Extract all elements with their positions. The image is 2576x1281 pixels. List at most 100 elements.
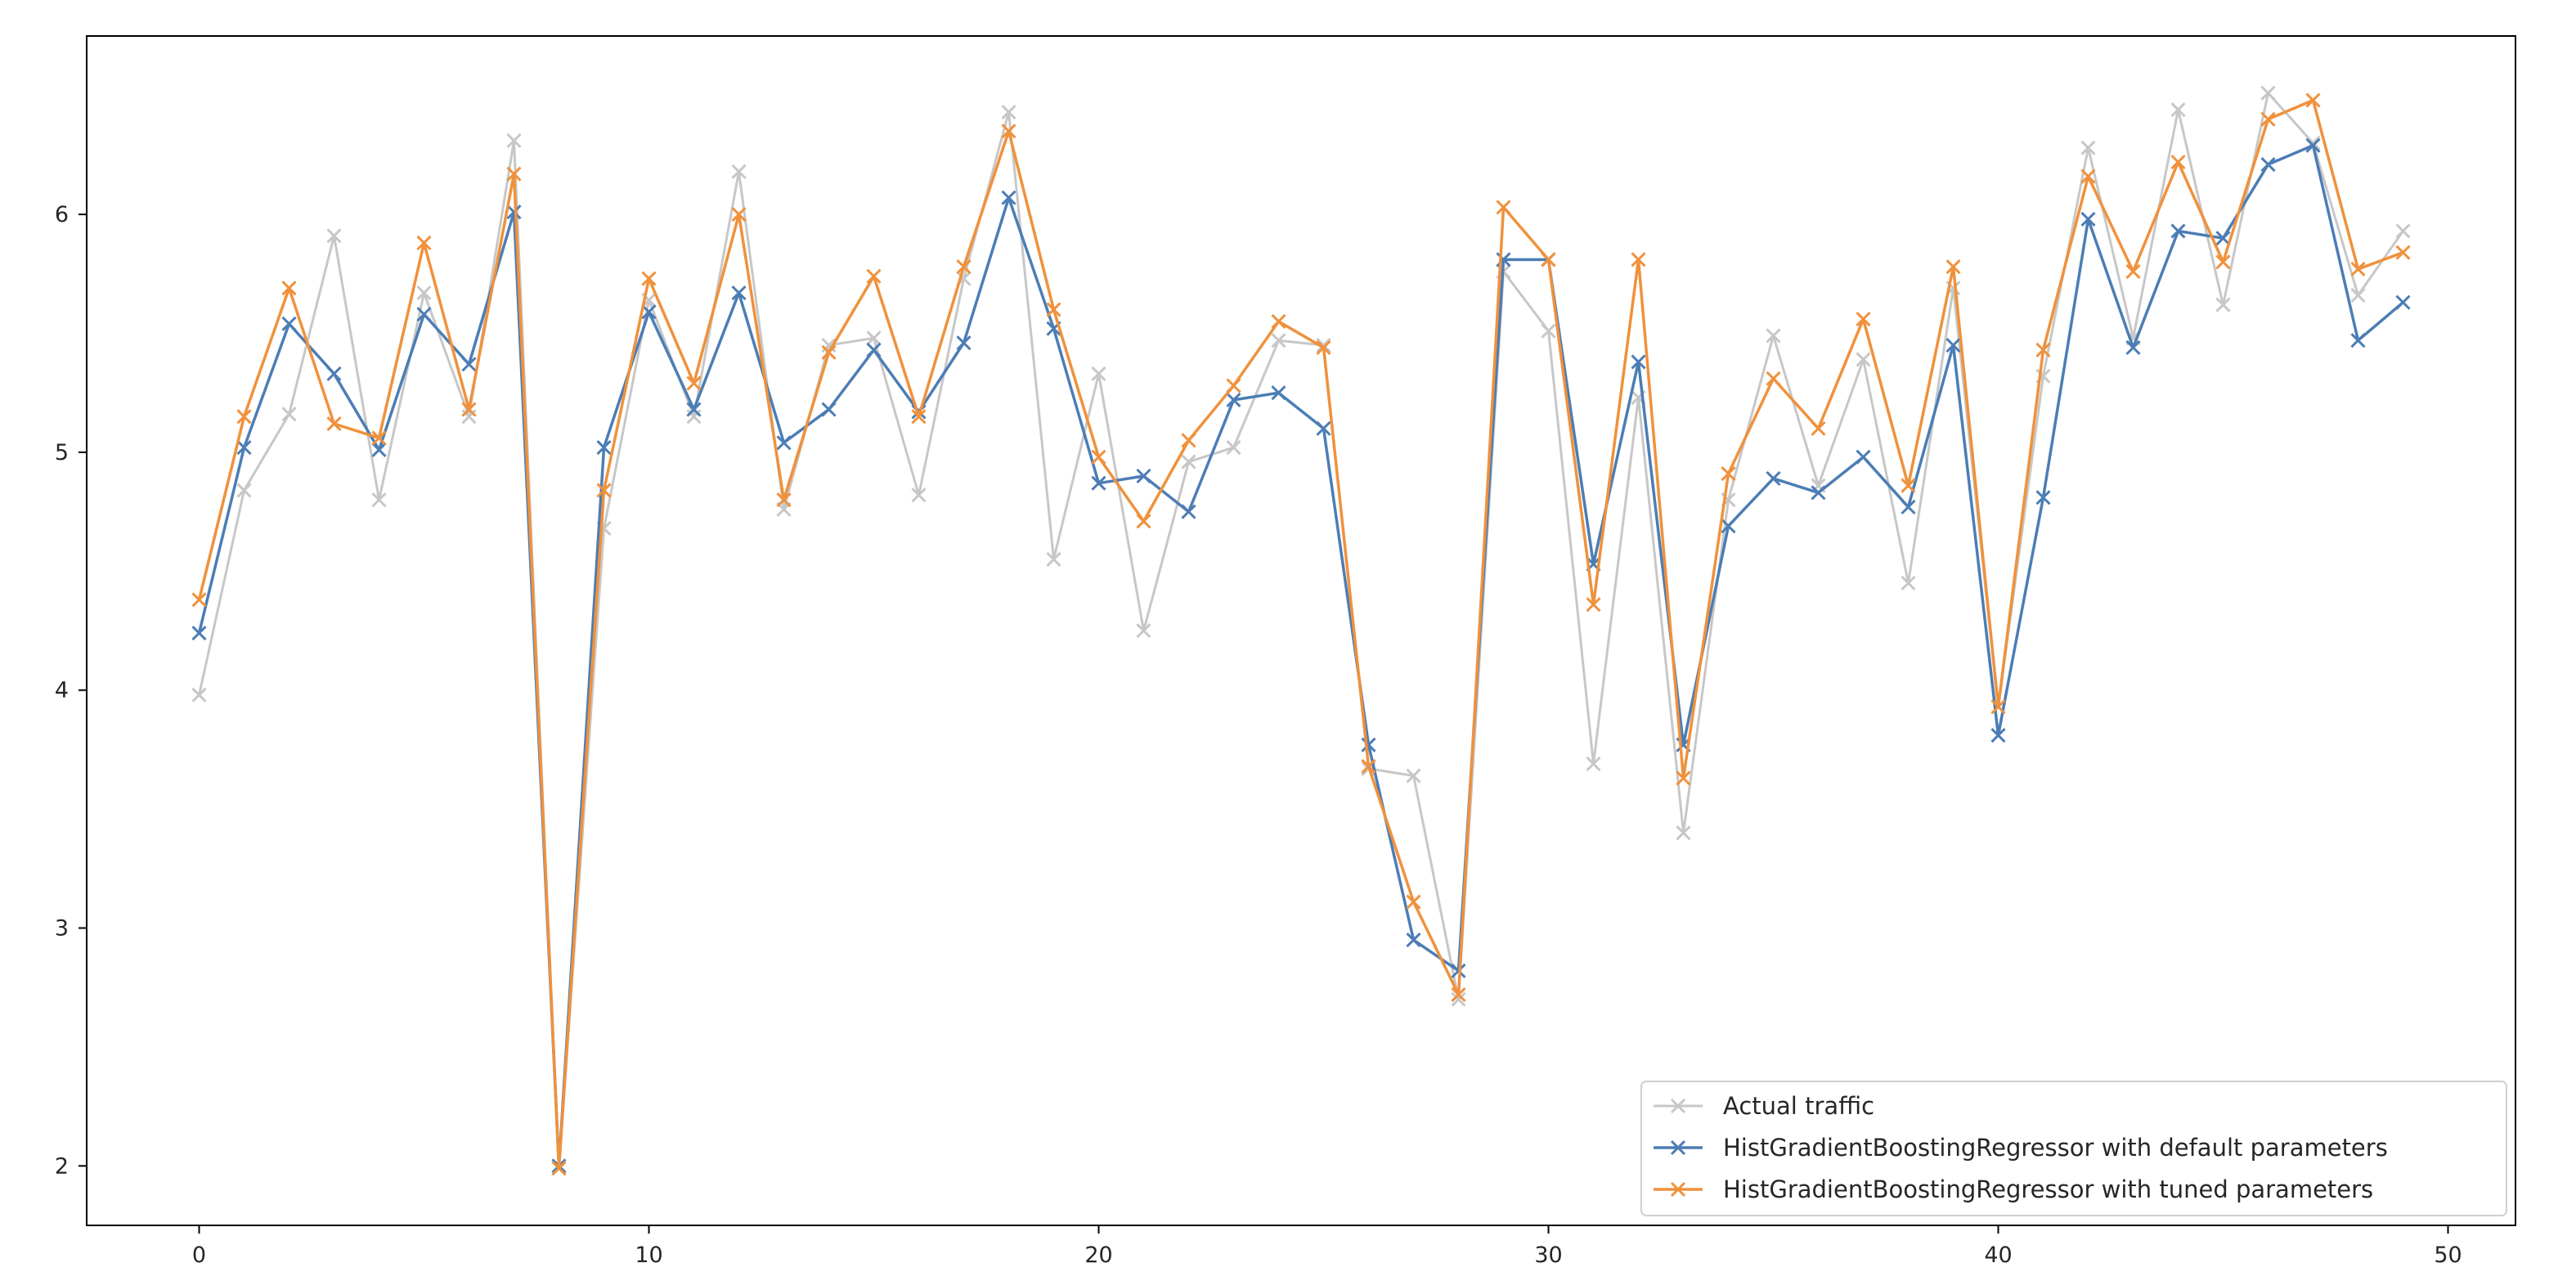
data-point [1271, 385, 1286, 401]
data-point [2350, 333, 2366, 348]
data-point [1091, 475, 1106, 491]
data-point [1541, 252, 1556, 267]
data-point [1136, 514, 1151, 529]
data-point [1001, 190, 1016, 205]
data-point [1766, 371, 1781, 386]
y-tick-label: 3 [55, 916, 69, 942]
data-point [2125, 339, 2141, 356]
data-point [1721, 466, 1736, 482]
data-point [416, 235, 432, 251]
data-point [686, 375, 702, 391]
data-point [1901, 575, 1916, 591]
y-axis: 2 3 4 5 6 [55, 202, 87, 1179]
data-point [1136, 623, 1151, 639]
data-point [416, 307, 432, 322]
legend-entry: Actual traffic [1654, 1092, 1874, 1120]
series-3 [191, 92, 2411, 1176]
data-point [371, 442, 387, 458]
data-point [1181, 433, 1196, 448]
data-point [1856, 311, 1871, 327]
data-point [2170, 102, 2186, 118]
data-point [236, 440, 252, 456]
data-point [1990, 727, 2006, 744]
data-point [1406, 894, 1421, 910]
data-point [2395, 223, 2411, 239]
series-layer [191, 85, 2411, 1176]
data-point [1990, 699, 2006, 715]
data-point [506, 133, 522, 149]
data-point [731, 164, 747, 179]
data-point [776, 492, 792, 508]
data-point [1226, 378, 1241, 393]
data-point [2080, 169, 2096, 184]
data-point [1091, 366, 1106, 381]
data-point [506, 166, 522, 182]
data-point [1945, 259, 1961, 275]
data-point [2305, 92, 2321, 108]
data-point [1181, 504, 1196, 519]
legend-marker [1670, 1181, 1686, 1198]
data-point [641, 271, 657, 286]
legend-entry: HistGradientBoostingRegressor with defau… [1654, 1134, 2388, 1162]
data-point [1226, 440, 1241, 456]
data-point [956, 335, 972, 351]
data-point [1766, 328, 1781, 344]
data-point [2035, 490, 2051, 506]
data-point [2125, 263, 2141, 279]
data-point [1631, 354, 1646, 370]
data-point [2215, 254, 2231, 270]
data-point [1721, 518, 1736, 534]
data-point [1451, 991, 1466, 1007]
data-point [821, 344, 837, 360]
data-point [416, 285, 432, 301]
x-tick-label: 50 [2434, 1243, 2462, 1268]
y-tick-label: 6 [55, 202, 69, 227]
legend-entry: HistGradientBoostingRegressor with tuned… [1654, 1175, 2373, 1203]
data-point [2350, 261, 2366, 277]
x-tick-label: 30 [1534, 1243, 1562, 1268]
data-point [1046, 302, 1061, 317]
data-point [1001, 104, 1016, 120]
data-point [866, 342, 882, 357]
legend-label: Actual traffic [1723, 1092, 1874, 1120]
data-point [686, 402, 702, 417]
data-point [1496, 200, 1511, 215]
data-point [551, 1161, 567, 1176]
data-point [506, 205, 522, 220]
data-point [1046, 551, 1061, 567]
data-point [2215, 297, 2231, 312]
data-point [1406, 932, 1421, 948]
data-point [326, 366, 342, 381]
data-point [866, 330, 882, 346]
data-point [326, 416, 342, 432]
data-point [731, 285, 747, 301]
data-point [731, 207, 747, 222]
y-tick-label: 2 [55, 1153, 69, 1179]
data-point [461, 357, 477, 372]
data-point [641, 304, 657, 320]
data-point [371, 492, 387, 508]
data-point [1271, 313, 1286, 330]
data-point [1676, 771, 1691, 786]
data-point [776, 435, 792, 451]
data-point [596, 440, 612, 456]
data-point [281, 281, 297, 296]
data-point [1406, 768, 1421, 784]
x-tick-label: 40 [1984, 1243, 2012, 1268]
data-point [1316, 337, 1331, 353]
data-point [191, 625, 207, 640]
data-point [1945, 337, 1961, 353]
data-point [2080, 140, 2096, 155]
data-point [1271, 333, 1286, 348]
x-tick-label: 20 [1084, 1243, 1112, 1268]
legend: Actual traffic HistGradientBoostingRegres… [1640, 1081, 2507, 1216]
data-point [461, 402, 477, 417]
data-point [2080, 211, 2096, 227]
data-point [281, 316, 297, 331]
data-point [2035, 342, 2051, 357]
data-point [1316, 420, 1331, 436]
data-point [1316, 339, 1331, 356]
legend-marker [1670, 1139, 1686, 1156]
data-point [1136, 468, 1151, 484]
